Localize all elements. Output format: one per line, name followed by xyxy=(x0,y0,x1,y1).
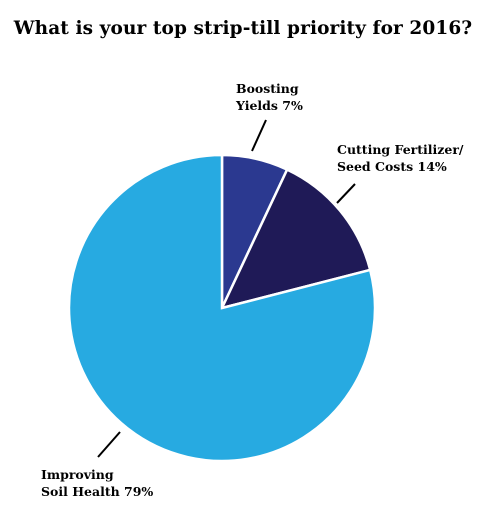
leader-line xyxy=(336,183,356,204)
pie-slice xyxy=(219,167,372,310)
slice-label-line: Seed Costs 14% xyxy=(337,159,447,174)
slice-label: Boosting Yields 7% xyxy=(235,81,303,113)
leader-line xyxy=(97,431,121,458)
slice-label-line: Improving xyxy=(41,467,114,482)
slice-label: Cutting Fertilizer/Seed Costs 14% xyxy=(337,142,464,174)
slice-label-line: Yields 7% xyxy=(235,98,303,113)
slice-label-line: Cutting Fertilizer/ xyxy=(337,142,464,157)
slice-label-line: Boosting xyxy=(236,81,299,96)
leader-lines xyxy=(97,119,356,458)
pie-slices xyxy=(67,153,377,463)
slice-label-line: Soil Health 79% xyxy=(41,484,153,499)
slice-label: Improving Soil Health 79% xyxy=(41,467,153,499)
slice-labels: Boosting Yields 7% Cutting Fertilizer/Seed… xyxy=(41,81,464,499)
chart-title: What is your top strip-till priority for… xyxy=(13,18,473,39)
pie-slice xyxy=(67,153,377,463)
leader-line xyxy=(251,119,267,152)
